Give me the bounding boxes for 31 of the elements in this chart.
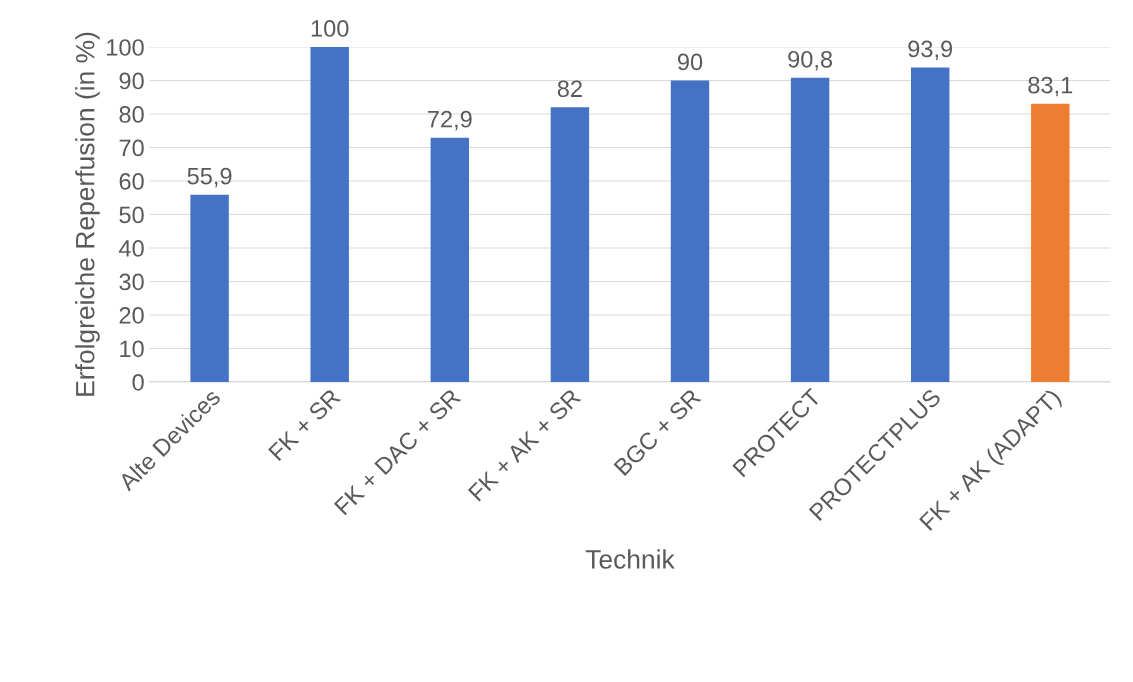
bar [310, 47, 349, 382]
y-tick-label: 100 [107, 39, 144, 56]
data-label: 90 [677, 53, 703, 71]
data-label: 82 [557, 80, 582, 98]
y-axis-title: Erfolgreiche Reperfusion (in %) [75, 32, 100, 396]
data-label: 83,1 [1028, 76, 1073, 97]
data-label: 93,9 [908, 40, 953, 61]
bar [790, 77, 830, 382]
y-tick-label: 30 [119, 273, 144, 291]
y-tick-label: 60 [119, 173, 144, 190]
data-label: 90,8 [788, 50, 833, 71]
bar [430, 137, 470, 382]
data-label: 72,9 [428, 110, 472, 131]
y-tick-label: 70 [119, 139, 144, 157]
bar [670, 80, 710, 382]
data-label: 55,9 [187, 167, 232, 188]
x-tick-label: FK + AK + SR [467, 388, 582, 502]
y-tick-label: 50 [119, 206, 144, 224]
bar [550, 107, 590, 382]
bar [1031, 103, 1070, 382]
y-tick-label: 90 [119, 72, 144, 90]
y-tick-label: 10 [120, 340, 144, 358]
y-tick-label: 40 [118, 240, 144, 257]
data-label: 100 [311, 20, 349, 37]
y-tick-label: 0 [132, 373, 144, 391]
y-tick-label: 80 [119, 106, 144, 123]
y-tick-label: 20 [119, 307, 144, 324]
bar [910, 67, 950, 382]
x-axis-title: Technik [585, 549, 675, 569]
bar [190, 194, 229, 382]
x-tick-label: FK + SR [267, 388, 342, 462]
